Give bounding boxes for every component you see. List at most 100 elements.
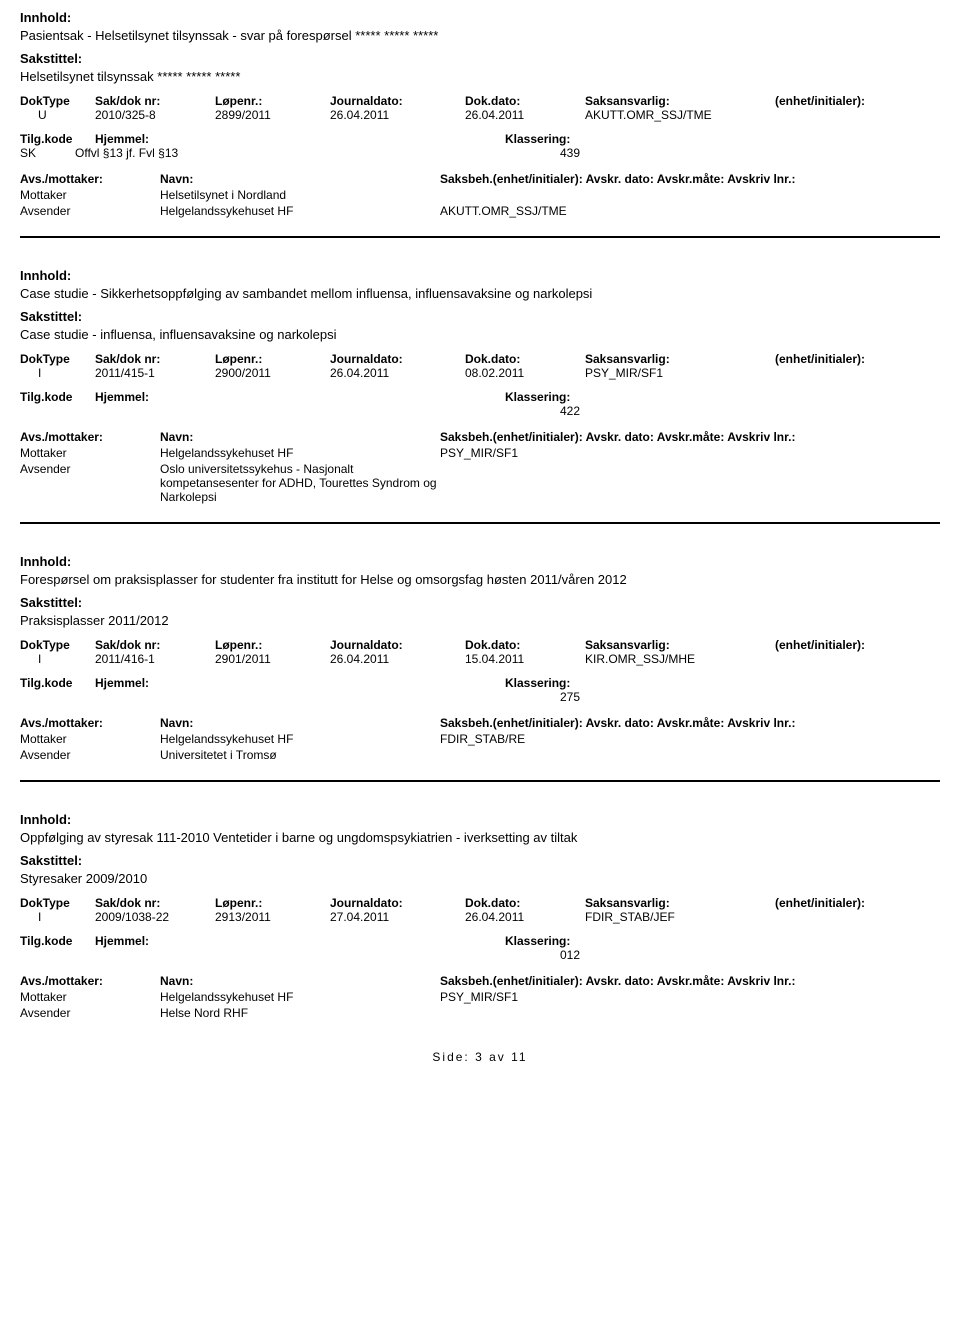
header-journal: Journaldato: xyxy=(330,352,465,366)
content-text: Forespørsel om praksisplasser for studen… xyxy=(20,572,940,587)
navn-label: Navn: xyxy=(160,974,440,988)
header-journal: Journaldato: xyxy=(330,896,465,910)
hjemmel-header-row: Tilg.kode Hjemmel: Klassering: xyxy=(20,132,940,146)
header-sak: Sak/dok nr: xyxy=(95,94,215,108)
party-role: Mottaker xyxy=(20,446,160,460)
avsmottaker-label: Avs./mottaker: xyxy=(20,172,160,186)
main-header-row: DokType Sak/dok nr: Løpenr.: Journaldato… xyxy=(20,94,940,108)
val-lopenr: 2913/2011 xyxy=(215,910,330,924)
main-header-row: DokType Sak/dok nr: Løpenr.: Journaldato… xyxy=(20,896,940,910)
title-text: Helsetilsynet tilsynssak ***** ***** ***… xyxy=(20,69,940,84)
party-row: Avsender Oslo universitetssykehus - Nasj… xyxy=(20,462,940,504)
header-saksans: Saksansvarlig: xyxy=(585,352,775,366)
main-header-row: DokType Sak/dok nr: Løpenr.: Journaldato… xyxy=(20,638,940,652)
navn-label: Navn: xyxy=(160,172,440,186)
header-sak: Sak/dok nr: xyxy=(95,352,215,366)
record: Innhold: Forespørsel om praksisplasser f… xyxy=(20,554,940,782)
val-dokdato: 26.04.2011 xyxy=(465,108,585,122)
val-saksans: KIR.OMR_SSJ/MHE xyxy=(585,652,775,666)
klassering-label: Klassering: xyxy=(505,390,570,404)
party-right xyxy=(440,748,940,762)
val-lopenr: 2900/2011 xyxy=(215,366,330,380)
hjemmel-header-row: Tilg.kode Hjemmel: Klassering: xyxy=(20,676,940,690)
record-divider xyxy=(20,780,940,782)
header-doktype: DokType xyxy=(20,352,95,366)
party-name: Helgelandssykehuset HF xyxy=(160,446,440,460)
saksbeh-label: Saksbeh.(enhet/initialer): Avskr. dato: … xyxy=(440,172,940,186)
navn-label: Navn: xyxy=(160,430,440,444)
party-row: Avsender Helse Nord RHF xyxy=(20,1006,940,1020)
tilgkode-label: Tilg.kode xyxy=(20,390,95,404)
val-tilgkode: SK xyxy=(20,146,75,160)
party-role: Mottaker xyxy=(20,188,160,202)
record: Innhold: Case studie - Sikkerhetsoppfølg… xyxy=(20,268,940,524)
val-saksans: PSY_MIR/SF1 xyxy=(585,366,775,380)
party-name: Helgelandssykehuset HF xyxy=(160,990,440,1004)
document-container: Innhold: Pasientsak - Helsetilsynet tils… xyxy=(20,10,940,1020)
hjemmel-label: Hjemmel: xyxy=(95,676,505,690)
header-journal: Journaldato: xyxy=(330,638,465,652)
party-header-row: Avs./mottaker: Navn: Saksbeh.(enhet/init… xyxy=(20,172,940,186)
innhold-label: Innhold: xyxy=(20,10,940,25)
title-text: Case studie - influensa, influensavaksin… xyxy=(20,327,940,342)
sakstittel-label: Sakstittel: xyxy=(20,853,940,868)
header-dokdato: Dok.dato: xyxy=(465,352,585,366)
val-hjemmel xyxy=(75,690,560,704)
val-journal: 26.04.2011 xyxy=(330,652,465,666)
party-role: Avsender xyxy=(20,462,160,504)
klassering-label: Klassering: xyxy=(505,934,570,948)
header-lopenr: Løpenr.: xyxy=(215,896,330,910)
header-journal: Journaldato: xyxy=(330,94,465,108)
header-dokdato: Dok.dato: xyxy=(465,896,585,910)
party-right: AKUTT.OMR_SSJ/TME xyxy=(440,204,940,218)
party-row: Avsender Universitetet i Tromsø xyxy=(20,748,940,762)
party-row: Avsender Helgelandssykehuset HF AKUTT.OM… xyxy=(20,204,940,218)
innhold-label: Innhold: xyxy=(20,812,940,827)
val-doktype: I xyxy=(20,910,95,924)
party-role: Avsender xyxy=(20,1006,160,1020)
val-tilgkode xyxy=(20,404,75,418)
hjemmel-label: Hjemmel: xyxy=(95,132,505,146)
avsmottaker-label: Avs./mottaker: xyxy=(20,716,160,730)
main-data-row: I 2011/416-1 2901/2011 26.04.2011 15.04.… xyxy=(20,652,940,666)
hjemmel-data-row: 275 xyxy=(20,690,940,704)
header-doktype: DokType xyxy=(20,896,95,910)
hjemmel-data-row: SK Offvl §13 jf. Fvl §13 439 xyxy=(20,146,940,160)
party-name: Helsetilsynet i Nordland xyxy=(160,188,440,202)
val-klass: 275 xyxy=(560,690,580,704)
header-dokdato: Dok.dato: xyxy=(465,94,585,108)
main-data-row: I 2009/1038-22 2913/2011 27.04.2011 26.0… xyxy=(20,910,940,924)
party-right: PSY_MIR/SF1 xyxy=(440,990,940,1004)
party-name: Helgelandssykehuset HF xyxy=(160,732,440,746)
party-right xyxy=(440,188,940,202)
val-dokdato: 08.02.2011 xyxy=(465,366,585,380)
val-tilgkode xyxy=(20,948,75,962)
header-saksans: Saksansvarlig: xyxy=(585,94,775,108)
main-header-row: DokType Sak/dok nr: Løpenr.: Journaldato… xyxy=(20,352,940,366)
hjemmel-label: Hjemmel: xyxy=(95,390,505,404)
party-role: Mottaker xyxy=(20,990,160,1004)
val-sak: 2011/415-1 xyxy=(95,366,215,380)
title-text: Styresaker 2009/2010 xyxy=(20,871,940,886)
val-hjemmel xyxy=(75,948,560,962)
record-divider xyxy=(20,236,940,238)
record: Innhold: Pasientsak - Helsetilsynet tils… xyxy=(20,10,940,238)
hjemmel-label: Hjemmel: xyxy=(95,934,505,948)
saksbeh-label: Saksbeh.(enhet/initialer): Avskr. dato: … xyxy=(440,430,940,444)
val-sak: 2010/325-8 xyxy=(95,108,215,122)
main-data-row: I 2011/415-1 2900/2011 26.04.2011 08.02.… xyxy=(20,366,940,380)
party-right xyxy=(440,1006,940,1020)
party-name: Helgelandssykehuset HF xyxy=(160,204,440,218)
party-name: Helse Nord RHF xyxy=(160,1006,440,1020)
val-sak: 2011/416-1 xyxy=(95,652,215,666)
innhold-label: Innhold: xyxy=(20,268,940,283)
val-sak: 2009/1038-22 xyxy=(95,910,215,924)
val-klass: 012 xyxy=(560,948,580,962)
hjemmel-header-row: Tilg.kode Hjemmel: Klassering: xyxy=(20,390,940,404)
party-name: Universitetet i Tromsø xyxy=(160,748,440,762)
main-data-row: U 2010/325-8 2899/2011 26.04.2011 26.04.… xyxy=(20,108,940,122)
content-text: Oppfølging av styresak 111-2010 Ventetid… xyxy=(20,830,940,845)
sakstittel-label: Sakstittel: xyxy=(20,51,940,66)
val-hjemmel xyxy=(75,404,560,418)
party-header-row: Avs./mottaker: Navn: Saksbeh.(enhet/init… xyxy=(20,430,940,444)
